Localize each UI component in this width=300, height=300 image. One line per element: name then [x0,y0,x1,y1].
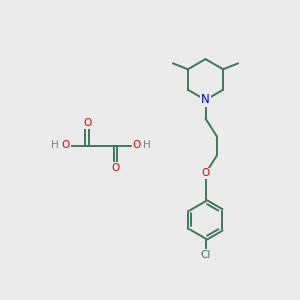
Text: H: H [143,140,151,151]
Text: O: O [111,163,120,173]
Text: O: O [201,168,210,178]
Text: Cl: Cl [200,250,211,260]
Text: O: O [83,118,91,128]
Text: O: O [132,140,141,151]
Text: O: O [62,140,70,151]
Text: H: H [51,140,58,151]
Text: N: N [201,93,210,106]
